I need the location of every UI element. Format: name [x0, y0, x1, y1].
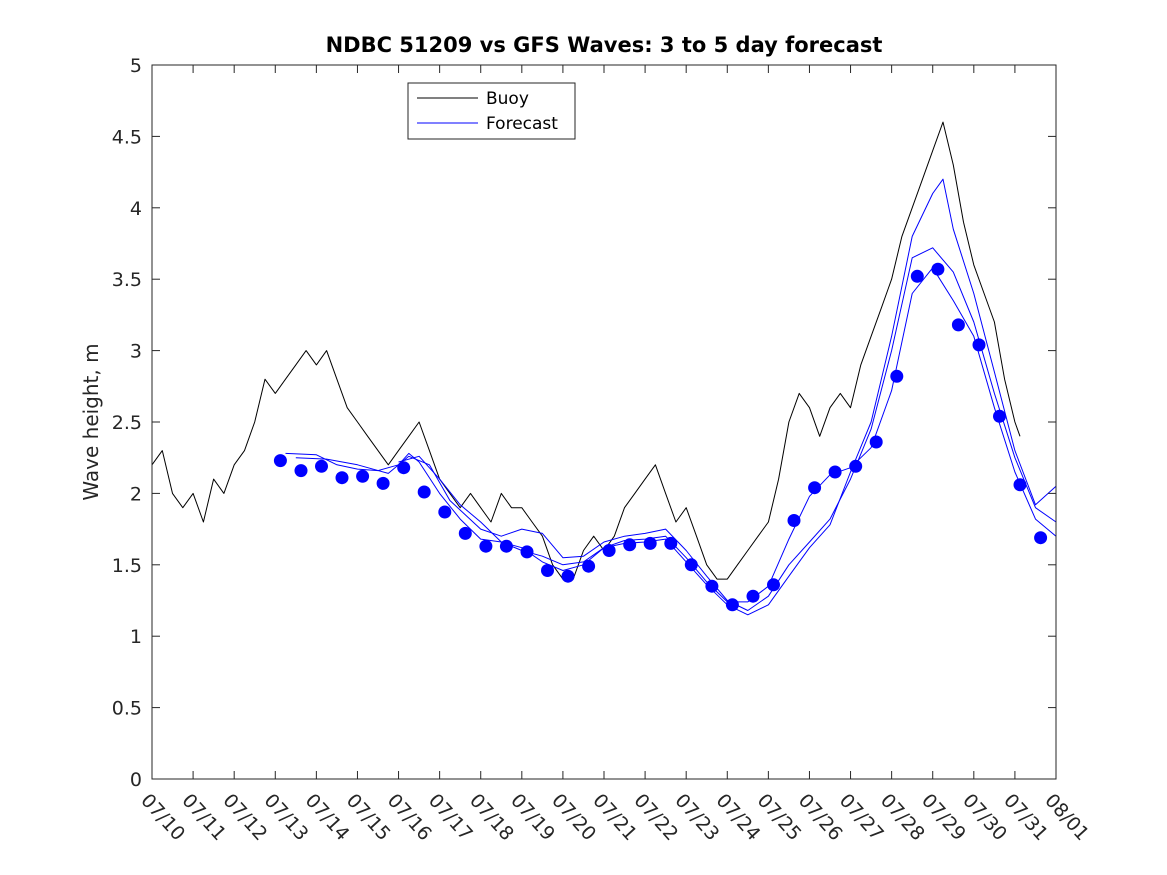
forecast-marker	[541, 564, 554, 577]
y-tick-label: 5	[130, 55, 142, 77]
forecast-marker	[910, 269, 924, 283]
forecast-line-2	[285, 267, 1057, 603]
y-tick-label: 2.5	[112, 412, 142, 434]
forecast-marker	[1034, 531, 1048, 545]
forecast-marker	[808, 481, 822, 495]
forecast-marker	[931, 262, 945, 276]
y-tick-label: 2	[130, 483, 142, 505]
forecast-marker	[273, 454, 287, 468]
y-tick-label: 4	[130, 198, 142, 220]
forecast-marker	[376, 476, 390, 490]
forecast-marker	[623, 538, 637, 552]
forecast-marker	[335, 471, 349, 485]
forecast-marker	[869, 435, 883, 449]
forecast-line-4	[398, 178, 1057, 616]
y-tick-label: 3	[130, 341, 142, 363]
legend-label-buoy: Buoy	[486, 89, 529, 109]
forecast-marker	[356, 469, 370, 483]
y-tick-label: 1	[130, 626, 142, 648]
forecast-line-3	[295, 247, 1057, 611]
forecast-marker	[397, 461, 411, 475]
series-layer	[151, 121, 1057, 616]
chart-title: NDBC 51209 vs GFS Waves: 3 to 5 day fore…	[326, 33, 883, 57]
legend-label-forecast: Forecast	[486, 114, 558, 134]
forecast-marker	[458, 526, 472, 540]
forecast-marker	[438, 505, 452, 519]
forecast-marker	[993, 409, 1006, 423]
legend-box	[407, 82, 576, 140]
forecast-marker	[890, 369, 904, 383]
forecast-marker	[417, 485, 431, 499]
forecast-marker	[315, 459, 328, 473]
y-tick-label: 1.5	[112, 555, 142, 577]
y-tick-label: 3.5	[112, 269, 142, 291]
plot-area	[152, 65, 1056, 779]
forecast-marker	[746, 589, 760, 603]
forecast-marker	[664, 536, 678, 550]
y-tick-label: 0.5	[112, 698, 142, 720]
y-tick-label: 0	[130, 769, 142, 791]
forecast-marker	[828, 465, 842, 479]
buoy-line	[151, 121, 1021, 580]
forecast-marker	[561, 569, 575, 583]
forecast-marker	[294, 464, 308, 478]
forecast-marker	[643, 536, 657, 550]
legend: Buoy Forecast	[407, 82, 576, 140]
y-axis-label: Wave height, m	[79, 343, 103, 500]
forecast-marker	[951, 318, 965, 332]
y-tick-label: 4.5	[112, 126, 142, 148]
forecast-marker	[479, 539, 493, 553]
forecast-marker	[787, 514, 801, 527]
